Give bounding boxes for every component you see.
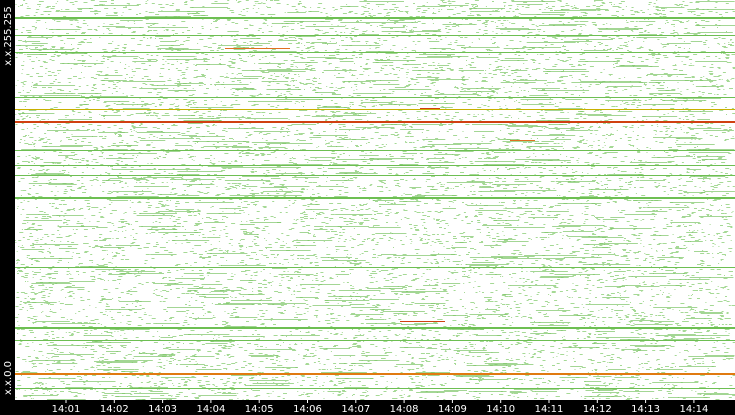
x-tick-label: 14:04 [196,404,225,415]
x-tick-label: 14:08 [390,404,419,415]
traffic-line [15,97,735,98]
traffic-texture [15,0,735,400]
traffic-line [15,327,735,329]
traffic-line [15,52,735,53]
traffic-burst [510,140,535,141]
x-tick-label: 14:06 [293,404,322,415]
x-tick-label: 14:09 [438,404,467,415]
traffic-line [15,373,735,375]
traffic-line [15,121,735,123]
traffic-line [15,197,735,199]
x-tick-label: 14:03 [148,404,177,415]
x-tick-label: 14:05 [245,404,274,415]
traffic-line [15,340,735,341]
traffic-line [15,175,735,176]
traffic-line [15,388,735,389]
x-tick-label: 14:14 [679,404,708,415]
traffic-burst [225,48,290,49]
traffic-burst [420,108,440,109]
x-tick-label: 14:12 [583,404,612,415]
x-tick-label: 14:10 [486,404,515,415]
x-axis: 14:01 14:02 14:03 14:04 14:05 14:06 14:07 14:08… [52,400,708,415]
noise-dashes [15,0,735,400]
traffic-line [15,267,735,268]
x-tick-label: 14:13 [631,404,660,415]
x-tick-label: 14:07 [341,404,370,415]
traffic-line [15,17,735,19]
traffic-line [15,109,735,110]
y-label-bottom: x.x.0.0 [3,361,14,395]
traffic-line [15,150,735,151]
traffic-line [15,165,735,166]
y-label-top: x.x.255.255 [3,6,14,66]
x-tick-label: 14:02 [100,404,129,415]
traffic-burst [400,321,445,322]
traffic-line [15,35,735,36]
x-tick-label: 14:01 [52,404,81,415]
x-tick-label: 14:11 [535,404,564,415]
noise-dots [15,0,735,400]
